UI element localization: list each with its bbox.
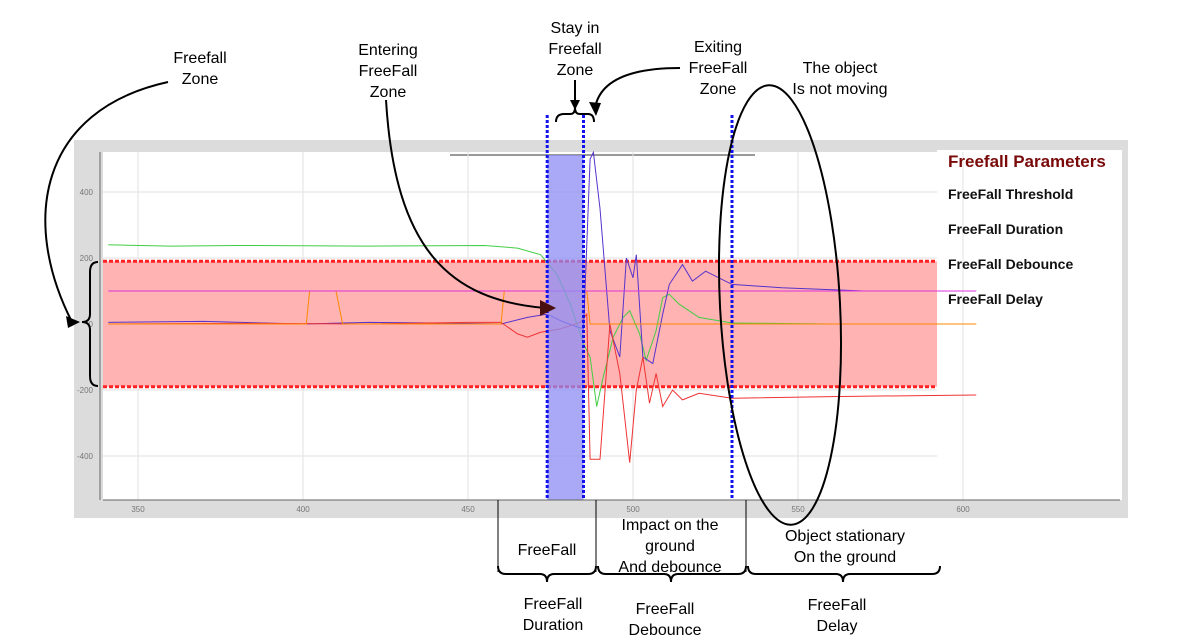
label-stationary: Object stationary On the ground (784, 528, 906, 566)
arrowhead-icon (570, 100, 580, 110)
label-delay: FreeFall Delay (807, 597, 867, 635)
parameters-panel-bg (937, 150, 1122, 500)
label-impact: Impact on the ground And debounce (618, 517, 722, 576)
label-stay: Stay in Freefall Zone (548, 20, 602, 79)
param-threshold: FreeFall Threshold (948, 186, 1074, 202)
x-tick-label: 400 (296, 505, 310, 514)
x-tick-label: 550 (791, 505, 805, 514)
brace-debounce (597, 565, 747, 583)
y-tick-label: 400 (80, 188, 94, 197)
label-exiting: Exiting FreeFall Zone (688, 39, 748, 98)
parameters-panel: Freefall Parameters FreeFall Threshold F… (948, 152, 1106, 326)
freefall-window (547, 155, 584, 500)
arrow-entering (385, 99, 546, 309)
label-freefall: FreeFall (517, 542, 577, 559)
series-line (108, 290, 977, 325)
series-line (108, 244, 977, 407)
brace-duration (497, 565, 597, 583)
label-debounce: FreeFall Debounce (628, 601, 702, 639)
label-not-moving: The object Is not moving (792, 60, 888, 98)
y-tick-label: 200 (80, 254, 94, 263)
y-tick-label: 0 (89, 320, 94, 329)
panel-title: Freefall Parameters (948, 152, 1106, 171)
brace-delay (747, 565, 941, 583)
x-tick-label: 450 (461, 505, 475, 514)
param-delay: FreeFall Delay (948, 291, 1043, 307)
label-freefall-zone: Freefall Zone (173, 50, 227, 88)
brace-stay (555, 107, 595, 123)
ellipse-not-moving (717, 84, 843, 526)
x-tick-label: 350 (131, 505, 145, 514)
label-duration: FreeFall Duration (522, 596, 584, 634)
arrowhead-icon (66, 316, 80, 328)
label-entering: Entering FreeFall Zone (358, 42, 418, 101)
arrow-exiting (594, 67, 681, 109)
annotation-arrows (44, 67, 941, 583)
y-tick-label: -400 (77, 452, 94, 461)
param-debounce: FreeFall Debounce (948, 256, 1074, 272)
y-tick-label: -200 (77, 386, 94, 395)
brace-freefall-zone (81, 261, 99, 387)
arrowhead-icon (589, 102, 601, 116)
arrowhead-icon (540, 300, 556, 316)
x-tick-label: 500 (626, 505, 640, 514)
arrow-freefall-zone (44, 81, 169, 323)
x-tick-label: 600 (956, 505, 970, 514)
param-duration: FreeFall Duration (948, 221, 1064, 237)
